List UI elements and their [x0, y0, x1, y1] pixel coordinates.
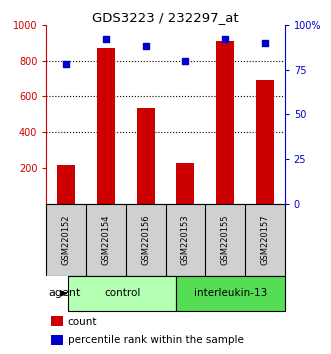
- Point: [222, 36, 228, 42]
- Text: GSM220153: GSM220153: [181, 215, 190, 265]
- Bar: [51, 316, 63, 326]
- Text: percentile rank within the sample: percentile rank within the sample: [68, 335, 244, 345]
- Bar: [68, 275, 176, 312]
- Text: control: control: [104, 289, 140, 298]
- Title: GDS3223 / 232297_at: GDS3223 / 232297_at: [92, 11, 239, 24]
- Bar: [137, 108, 155, 204]
- Bar: [97, 48, 115, 204]
- Point: [262, 40, 267, 46]
- Bar: [57, 165, 75, 204]
- Bar: [256, 80, 274, 204]
- Point: [183, 58, 188, 63]
- Text: GSM220155: GSM220155: [220, 215, 230, 265]
- Text: GSM220154: GSM220154: [101, 215, 111, 265]
- Bar: [176, 275, 285, 312]
- Point: [143, 44, 148, 49]
- Bar: [51, 335, 63, 344]
- Text: interleukin-13: interleukin-13: [194, 289, 267, 298]
- Text: GSM220157: GSM220157: [260, 215, 269, 265]
- Point: [64, 61, 69, 67]
- Point: [103, 36, 109, 42]
- Text: GSM220156: GSM220156: [141, 215, 150, 265]
- Bar: [216, 41, 234, 204]
- Bar: [176, 163, 194, 204]
- Text: agent: agent: [48, 289, 80, 298]
- Text: count: count: [68, 316, 97, 326]
- Text: GSM220152: GSM220152: [62, 215, 71, 265]
